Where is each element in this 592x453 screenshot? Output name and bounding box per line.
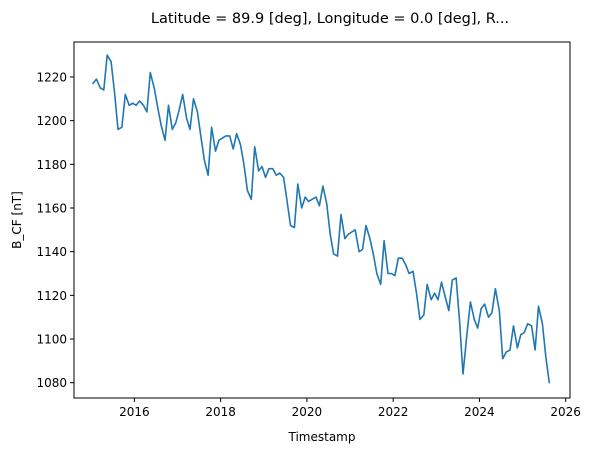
y-tick-label: 1140 xyxy=(36,245,67,259)
y-tick-label: 1120 xyxy=(36,289,67,303)
x-tick-label: 2018 xyxy=(205,405,236,419)
x-tick-label: 2022 xyxy=(378,405,409,419)
chart-title: Latitude = 89.9 [deg], Longitude = 0.0 [… xyxy=(151,11,509,27)
plot-area xyxy=(73,41,571,399)
x-tick-label: 2016 xyxy=(119,405,150,419)
x-tick-label: 2026 xyxy=(550,405,581,419)
x-tick-label: 2024 xyxy=(464,405,495,419)
x-axis: 2016 2018 2020 2022 2024 2026 xyxy=(119,398,581,419)
x-axis-label: Timestamp xyxy=(288,430,356,444)
x-tick-label: 2020 xyxy=(292,405,323,419)
y-tick-label: 1200 xyxy=(36,114,67,128)
y-tick-label: 1220 xyxy=(36,70,67,84)
y-axis: 1080 1100 1120 1140 1160 1180 1200 1220 xyxy=(36,70,74,390)
y-tick-label: 1160 xyxy=(36,201,67,215)
y-axis-label: B_CF [nT] xyxy=(10,191,24,249)
y-tick-label: 1100 xyxy=(36,333,67,347)
series-line xyxy=(92,54,551,384)
plot-frame xyxy=(73,41,571,399)
y-tick-label: 1080 xyxy=(36,376,67,390)
y-tick-label: 1180 xyxy=(36,158,67,172)
